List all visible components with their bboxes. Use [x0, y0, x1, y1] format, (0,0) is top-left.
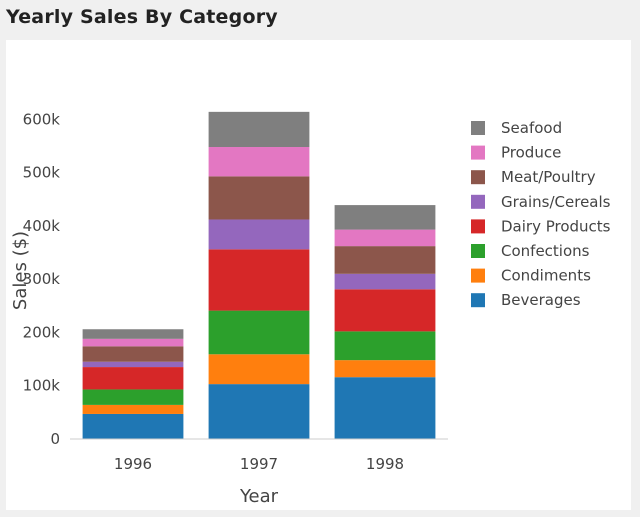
y-tick-label: 300k — [23, 270, 61, 288]
bar-segment-condiments-1998 — [334, 360, 436, 378]
y-tick-label: 0 — [50, 430, 60, 448]
bar-segment-produce-1998 — [334, 229, 436, 247]
x-tick-label: 1997 — [240, 455, 278, 473]
chart-panel: 0 100k 200k 300k 400k 500k 600k 1996 1997 1998 S… — [6, 40, 631, 510]
bar-segment-meat-poultry-1998 — [334, 246, 436, 274]
legend-label: Beverages — [501, 291, 581, 309]
bar-segment-seafood-1997 — [208, 111, 310, 148]
legend-swatch — [471, 170, 485, 185]
legend-label: Meat/Poultry — [501, 168, 596, 186]
legend-label: Grains/Cereals — [501, 193, 611, 211]
x-axis-title: Year — [239, 486, 279, 507]
legend-swatch — [471, 244, 485, 258]
bar-segment-produce-1996 — [82, 338, 184, 347]
legend-swatch — [471, 194, 485, 209]
y-tick-label: 600k — [23, 110, 61, 128]
bar-segment-confections-1996 — [82, 389, 184, 405]
y-axis: 0 100k 200k 300k 400k 500k 600k — [23, 110, 61, 448]
bar-segment-condiments-1996 — [82, 404, 184, 414]
x-axis: 1996 1997 1998 — [114, 455, 404, 473]
bar-segment-condiments-1997 — [208, 354, 310, 385]
bar-segment-seafood-1996 — [82, 329, 184, 339]
legend-label: Confections — [501, 242, 590, 260]
stacked-bar-chart: 0 100k 200k 300k 400k 500k 600k 1996 1997 1998 S… — [10, 110, 611, 507]
bar-segment-beverages-1996 — [82, 413, 184, 439]
bar-segment-produce-1997 — [208, 147, 310, 177]
bars — [70, 111, 448, 440]
legend-label: Produce — [501, 144, 561, 162]
legend-swatch — [471, 121, 485, 135]
y-tick-label: 100k — [23, 377, 61, 395]
bar-segment-grains-cereals-1998 — [334, 273, 436, 290]
legend-swatch — [471, 145, 485, 160]
legend-label: Seafood — [501, 119, 562, 137]
legend-swatch — [471, 268, 485, 283]
legend-label: Condiments — [501, 267, 591, 285]
legend-label: Dairy Products — [501, 217, 611, 235]
bar-segment-grains-cereals-1997 — [208, 219, 310, 250]
legend: Seafood Produce Meat/Poultry Grains/Cereals… — [471, 119, 611, 309]
legend-swatch — [471, 219, 485, 234]
bar-segment-dairy-products-1997 — [208, 249, 310, 311]
y-tick-label: 400k — [23, 217, 61, 235]
x-tick-label: 1996 — [114, 455, 152, 473]
bar-segment-meat-poultry-1997 — [208, 176, 310, 220]
y-axis-title: Sales ($) — [10, 231, 31, 310]
page-title: Yearly Sales By Category — [6, 6, 278, 28]
legend-swatch — [471, 293, 485, 308]
bar-segment-beverages-1998 — [334, 377, 436, 439]
bar-segment-seafood-1998 — [334, 205, 436, 230]
x-tick-label: 1998 — [366, 455, 404, 473]
y-tick-label: 200k — [23, 323, 61, 341]
bar-segment-grains-cereals-1996 — [82, 361, 184, 368]
bar-segment-dairy-products-1996 — [82, 367, 184, 390]
y-tick-label: 500k — [23, 164, 61, 182]
bar-segment-confections-1998 — [334, 331, 436, 361]
bar-segment-dairy-products-1998 — [334, 289, 436, 332]
bar-segment-confections-1997 — [208, 310, 310, 355]
bar-segment-beverages-1997 — [208, 384, 310, 439]
bar-segment-meat-poultry-1996 — [82, 346, 184, 362]
